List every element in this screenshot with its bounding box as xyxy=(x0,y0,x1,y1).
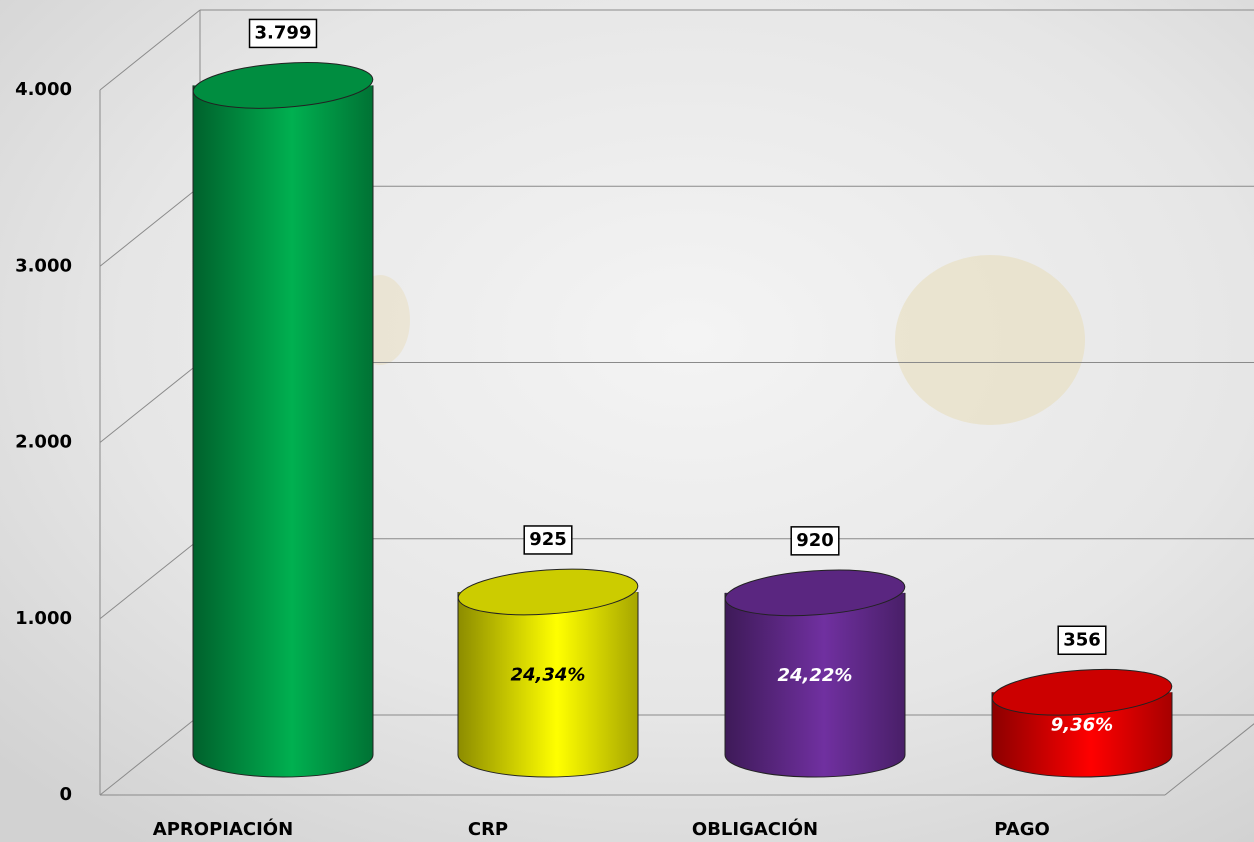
chart: 0 1.000 2.000 3.000 4.000 3.799 APROPIACIÓN 925… xyxy=(0,0,1254,842)
y-tick-label: 1.000 xyxy=(15,608,72,629)
value-label: 3.799 xyxy=(255,22,312,43)
y-tick-label: 4.000 xyxy=(15,79,72,100)
x-tick-label: APROPIACIÓN xyxy=(153,818,293,840)
x-tick-label: CRP xyxy=(468,819,508,840)
percent-label: 24,34% xyxy=(511,664,586,685)
y-tick-label: 3.000 xyxy=(15,255,72,276)
value-label: 356 xyxy=(1063,629,1101,650)
x-tick-label: PAGO xyxy=(994,819,1050,840)
bar xyxy=(193,85,373,755)
y-tick-label: 2.000 xyxy=(15,432,72,453)
background-decoration xyxy=(895,255,1085,425)
percent-label: 24,22% xyxy=(778,665,853,686)
percent-label: 9,36% xyxy=(1051,715,1113,736)
y-tick-label: 0 xyxy=(59,784,72,805)
value-label: 925 xyxy=(529,529,567,550)
x-tick-label: OBLIGACIÓN xyxy=(692,818,818,840)
value-label: 920 xyxy=(796,530,834,551)
